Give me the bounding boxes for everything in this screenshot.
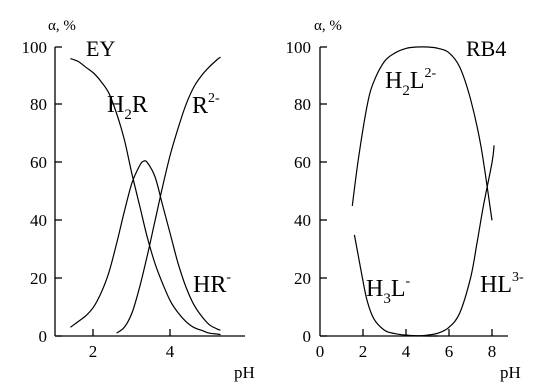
y-axis-label: α, % bbox=[48, 18, 76, 34]
chart-title: EY bbox=[86, 36, 115, 61]
y-tick-label: 20 bbox=[30, 269, 47, 288]
y-tick-label: 40 bbox=[30, 211, 47, 230]
y-tick-label: 80 bbox=[30, 95, 47, 114]
label-subscript: 3 bbox=[383, 291, 391, 307]
label-superscript: - bbox=[226, 270, 231, 285]
x-tick-label: 6 bbox=[445, 342, 454, 361]
y-ticks bbox=[55, 46, 62, 337]
label-superscript: 2- bbox=[208, 91, 220, 106]
x-tick-labels: 0 2 4 6 8 bbox=[316, 342, 497, 361]
curve-hr bbox=[70, 160, 221, 331]
y-tick-label: 40 bbox=[294, 211, 311, 230]
curve-r bbox=[116, 56, 221, 334]
series-label-r: R2- bbox=[192, 91, 220, 119]
y-tick-label: 0 bbox=[303, 327, 312, 346]
label-base: HL bbox=[480, 272, 512, 298]
y-tick-label: 0 bbox=[39, 327, 48, 346]
y-tick-labels: 0 20 40 60 80 100 bbox=[22, 38, 48, 346]
y-tick-labels: 0 20 40 60 80 100 bbox=[286, 38, 312, 346]
y-axis-label: α, % bbox=[314, 18, 342, 34]
y-tick-label: 100 bbox=[286, 38, 312, 57]
y-tick-label: 20 bbox=[294, 269, 311, 288]
x-tick-label: 4 bbox=[402, 342, 411, 361]
x-ticks bbox=[92, 329, 171, 336]
label-base: R bbox=[192, 93, 208, 119]
chart-title: RB4 bbox=[466, 36, 506, 61]
label-base: H bbox=[366, 276, 383, 302]
label-superscript: - bbox=[406, 274, 411, 289]
x-axis-label: pH bbox=[234, 363, 255, 382]
curve-h2l bbox=[351, 46, 493, 221]
x-tick-label: 2 bbox=[89, 342, 98, 361]
label-rest: L bbox=[391, 276, 406, 302]
series-label-hr: HR- bbox=[193, 270, 231, 298]
series-label-h2r: H2R bbox=[107, 92, 148, 123]
label-rest: R bbox=[132, 92, 148, 118]
series-curves bbox=[351, 46, 495, 337]
x-ticks bbox=[362, 329, 493, 336]
x-tick-label: 4 bbox=[166, 342, 175, 361]
x-tick-labels: 2 4 bbox=[89, 342, 175, 361]
chart-ey: 0 20 40 60 80 100 2 4 α, % pH EY H2R HR-… bbox=[22, 18, 255, 382]
y-tick-label: 60 bbox=[30, 153, 47, 172]
label-superscript: 2- bbox=[425, 66, 437, 81]
y-tick-label: 80 bbox=[294, 95, 311, 114]
curve-h2r bbox=[70, 58, 221, 336]
x-tick-label: 8 bbox=[488, 342, 497, 361]
x-tick-label: 0 bbox=[316, 342, 325, 361]
series-label-h2l: H2L2- bbox=[385, 66, 437, 99]
y-ticks bbox=[320, 46, 327, 337]
label-base: H bbox=[385, 68, 402, 94]
label-base: HR bbox=[193, 272, 226, 298]
label-subscript: 2 bbox=[402, 83, 410, 99]
y-tick-label: 60 bbox=[294, 153, 311, 172]
chart-rb4: 0 20 40 60 80 100 0 2 4 6 8 α, % pH RB4 … bbox=[286, 18, 525, 382]
series-label-hl: HL3- bbox=[480, 270, 524, 298]
label-rest: L bbox=[410, 68, 425, 94]
x-tick-label: 2 bbox=[359, 342, 368, 361]
curve-hl bbox=[416, 145, 495, 337]
label-subscript: 2 bbox=[124, 107, 132, 123]
label-superscript: 3- bbox=[512, 270, 524, 285]
x-axis-label: pH bbox=[500, 363, 521, 382]
y-tick-label: 100 bbox=[22, 38, 48, 57]
series-curves bbox=[70, 56, 221, 336]
series-label-h3l: H3L- bbox=[366, 274, 411, 307]
